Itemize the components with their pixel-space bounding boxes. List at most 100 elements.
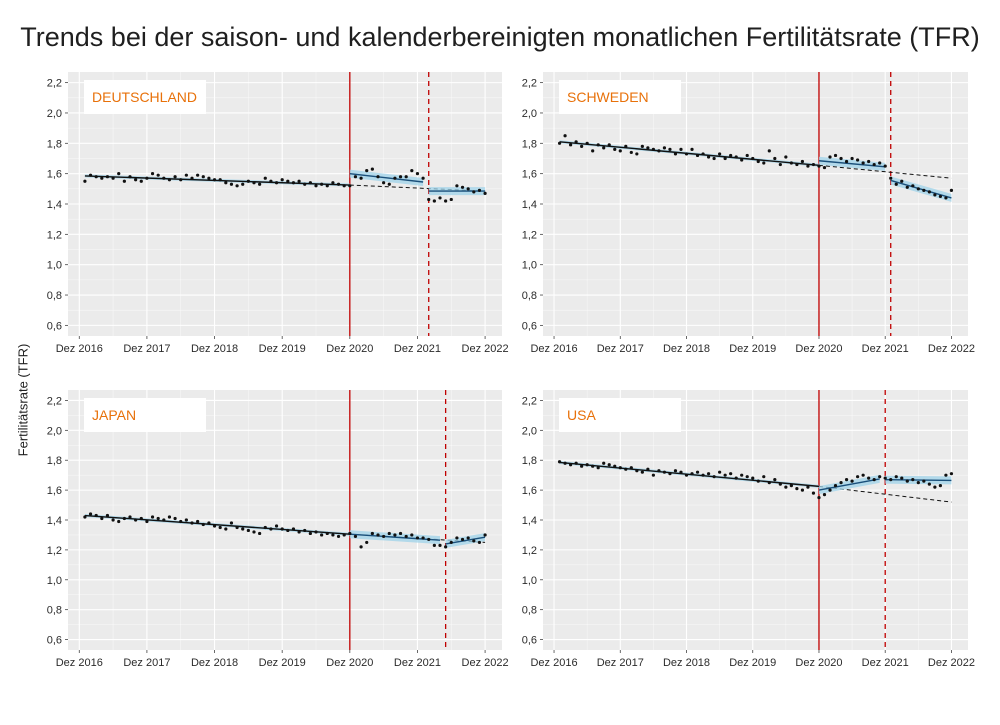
data-point [729,472,733,476]
data-point [359,545,363,549]
data-point [773,478,777,482]
data-point [111,176,115,180]
data-point [308,181,312,185]
data-point [624,144,628,148]
data-point [673,152,678,156]
data-point [246,179,250,183]
data-point [778,162,782,167]
data-point [740,158,744,162]
data-point [201,175,205,179]
data-point [280,178,284,182]
data-point [795,487,799,491]
data-point [911,184,915,188]
y-tick-label: 1,2 [522,545,537,557]
country-label-box [84,80,206,114]
data-point [762,161,766,165]
y-tick-label: 1,6 [522,169,537,181]
data-point [179,519,183,524]
x-tick-label: Dez 2019 [729,343,776,355]
country-label: SCHWEDEN [567,89,649,105]
y-tick-label: 1,4 [47,199,62,211]
data-point [695,153,700,158]
data-point [817,164,821,168]
data-point [673,469,678,473]
data-point [563,461,567,465]
data-point [415,172,420,176]
counterfactual-trend-line [818,164,952,179]
y-tick-label: 0,6 [522,635,537,647]
data-point [269,527,273,531]
data-point [850,156,854,161]
data-point [331,181,335,185]
data-point [105,513,110,518]
data-point [596,143,600,147]
data-point [258,531,262,536]
data-point [574,140,578,144]
data-point [856,475,860,479]
x-tick-label: Dez 2020 [326,657,373,669]
data-point [83,179,87,183]
data-point [320,182,324,186]
x-tick-label: Dez 2016 [56,657,103,669]
data-point [944,473,948,477]
data-point [427,537,431,542]
panel-usa: 0,6 0,8 1,0 1,2 1,4 1,6 1,8 2,0 2,2 Dez 2016 Dez 2… [522,390,975,669]
y-tick-label: 2,2 [522,395,537,407]
data-point [580,464,584,468]
data-point [196,173,200,177]
data-point [756,159,760,164]
y-tick-label: 1,8 [47,138,62,150]
y-tick-label: 0,6 [522,320,537,332]
country-label-box [84,398,206,432]
panel-deutschland: 0,6 0,8 1,0 1,2 1,4 1,6 1,8 2,0 2,2 Dez 2016 Dez 2… [47,72,509,355]
x-tick-label: Dez 2016 [56,343,103,355]
page-title: Trends bei der saison- und kalenderberei… [20,22,980,52]
data-point [196,519,200,524]
data-point [483,191,487,195]
data-point [365,169,369,173]
data-point [359,176,363,180]
data-point [145,519,149,524]
data-point [438,196,442,200]
y-tick-label: 1,0 [522,260,537,272]
data-point [134,518,138,522]
data-point [241,182,245,186]
data-point [635,469,639,473]
data-point [657,469,661,473]
x-tick-label: Dez 2019 [259,343,306,355]
data-point [817,495,821,500]
data-point [432,543,436,548]
data-point [662,146,667,150]
data-point [784,155,788,159]
data-point [274,181,279,185]
x-tick-label: Dez 2022 [462,343,509,355]
data-point [207,176,211,180]
data-point [387,531,391,536]
data-point [410,169,414,173]
data-point [668,147,672,151]
data-point [811,162,816,167]
data-point [128,515,132,519]
data-point [712,156,716,161]
y-tick-label: 0,8 [47,290,62,302]
trend-segment [885,478,952,482]
data-point [640,470,644,474]
data-point [613,147,617,151]
data-point [472,190,476,194]
data-point [701,152,705,156]
country-label: USA [567,407,596,423]
data-point [167,515,172,519]
y-tick-label: 1,4 [522,199,537,211]
data-point [100,176,104,180]
data-point [585,463,589,467]
data-point [723,156,727,161]
x-tick-label: Dez 2021 [394,657,441,669]
y-tick-label: 1,2 [47,229,62,241]
data-point [568,143,573,147]
data-point [751,156,755,161]
data-point [900,179,904,183]
data-point [365,540,369,545]
data-point [635,152,639,156]
data-point [833,484,838,488]
